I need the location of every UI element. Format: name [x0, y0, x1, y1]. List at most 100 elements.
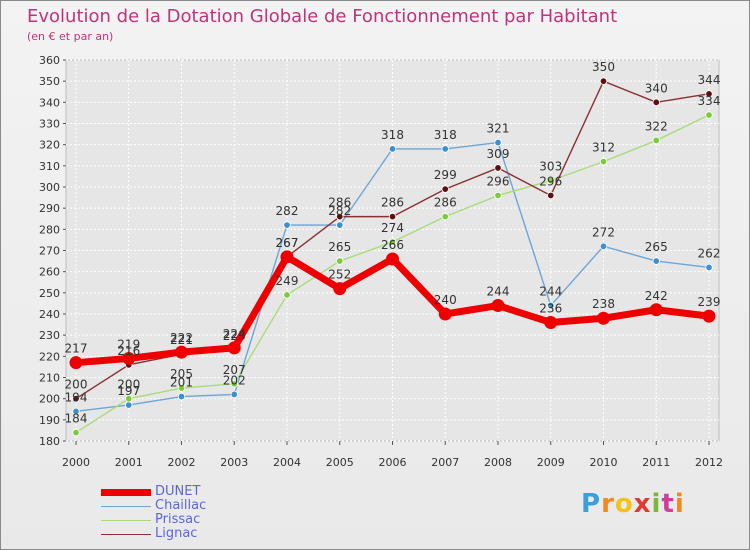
y-tick-label: 260 [39, 266, 60, 279]
data-label-dunet: 267 [276, 236, 299, 250]
data-label-dunet: 244 [487, 285, 510, 299]
brand-letter: P [581, 489, 602, 519]
brand-letter: i [674, 489, 685, 519]
data-point-chaillac [705, 263, 713, 272]
x-tick-label: 2001 [115, 456, 143, 469]
data-label-dunet: 266 [381, 238, 404, 252]
legend-label: DUNET [155, 484, 201, 499]
data-point-prissac [230, 380, 238, 388]
data-label-chaillac: 265 [645, 240, 668, 254]
data-point-prissac [547, 176, 555, 185]
data-label-chaillac: 262 [698, 246, 721, 260]
legend: DUNET Chaillac Prissac Lignac [101, 485, 301, 541]
data-point-prissac [177, 384, 186, 392]
chart-title: Evolution de la Dotation Globale de Fonc… [27, 6, 618, 27]
y-tick-label: 350 [39, 75, 60, 88]
legend-item-dunet: DUNET [101, 485, 301, 499]
x-tick-label: 2012 [695, 456, 723, 469]
data-point-chaillac [230, 390, 238, 399]
data-point-prissac [494, 191, 502, 200]
data-label-dunet: 224 [223, 327, 246, 341]
data-point-chaillac [72, 407, 80, 416]
data-point-prissac [283, 291, 291, 299]
data-label-prissac: 249 [276, 274, 299, 288]
data-point-dunet [175, 345, 188, 359]
data-label-prissac: 286 [434, 196, 457, 210]
data-label-chaillac: 201 [170, 376, 193, 390]
data-label-chaillac: 282 [328, 204, 351, 218]
data-label-lignac: 267 [276, 236, 299, 250]
data-point-dunet [491, 299, 505, 313]
data-label-lignac: 216 [117, 344, 140, 358]
data-label-dunet: 219 [117, 337, 140, 351]
data-point-chaillac [652, 257, 660, 265]
data-label-chaillac: 272 [592, 225, 615, 239]
data-label-dunet: 242 [645, 289, 668, 303]
data-point-lignac [652, 98, 660, 107]
y-tick-label: 280 [39, 223, 60, 236]
y-tick-label: 220 [39, 350, 60, 363]
x-tick-label: 2003 [220, 456, 248, 469]
data-point-lignac [72, 394, 80, 403]
legend-item-lignac: Lignac [101, 527, 301, 541]
data-label-prissac: 207 [223, 363, 246, 377]
data-point-prissac [705, 111, 713, 119]
data-label-chaillac: 244 [539, 285, 562, 299]
data-point-chaillac [125, 401, 133, 409]
x-axis: 2000 2001 2002 2003 2004 2005 2006 2007 2008 2009… [62, 441, 723, 469]
data-point-lignac [336, 212, 344, 221]
data-label-dunet: 252 [328, 268, 351, 282]
data-point-dunet [280, 250, 294, 264]
x-tick-label: 2005 [326, 456, 354, 469]
series-group [69, 77, 716, 437]
data-label-prissac: 265 [328, 240, 351, 254]
data-label-lignac: 340 [645, 81, 668, 95]
data-point-chaillac [283, 221, 291, 229]
data-point-prissac [336, 257, 344, 265]
y-tick-label: 210 [39, 372, 60, 385]
y-tick-label: 290 [39, 202, 60, 215]
data-label-lignac: 223 [223, 329, 246, 343]
proxiti-logo: Proxiti [581, 489, 685, 519]
data-label-chaillac: 282 [276, 204, 299, 218]
data-point-dunet [386, 252, 399, 266]
x-tick-label: 2008 [484, 456, 512, 469]
x-tick-label: 2004 [273, 456, 301, 469]
data-point-lignac [599, 77, 608, 85]
brand-letter: x [633, 489, 652, 519]
data-point-dunet [122, 351, 136, 365]
data-point-prissac [388, 238, 397, 246]
gridlines [66, 59, 719, 442]
y-tick-label: 340 [39, 96, 60, 109]
data-point-chaillac [599, 242, 608, 250]
y-tick-label: 330 [39, 118, 60, 131]
y-tick-label: 230 [39, 329, 60, 342]
y-tick-label: 360 [39, 54, 60, 67]
legend-label: Prissac [155, 512, 201, 527]
data-point-lignac [547, 191, 555, 200]
data-label-prissac: 274 [381, 221, 404, 235]
data-point-dunet [544, 315, 558, 329]
data-point-chaillac [547, 301, 555, 310]
data-point-chaillac [336, 221, 344, 229]
data-label-lignac: 296 [539, 174, 562, 188]
legend-label: Lignac [155, 526, 198, 541]
data-label-lignac: 221 [170, 333, 193, 347]
data-point-chaillac [388, 145, 397, 153]
x-tick-label: 2009 [537, 456, 565, 469]
data-label-chaillac: 318 [434, 128, 457, 142]
data-point-prissac [441, 212, 449, 221]
data-label-lignac: 286 [381, 196, 404, 210]
brand-letter: t [661, 489, 675, 519]
y-tick-label: 250 [39, 287, 60, 300]
data-point-chaillac [441, 145, 449, 153]
data-labels: 194 197 201 202 282 282 318 318 321 244 272 265 262 1… [65, 60, 721, 425]
y-tick-label: 270 [39, 245, 60, 258]
data-label-lignac: 286 [328, 196, 351, 210]
data-label-chaillac: 197 [117, 384, 140, 398]
data-label-lignac: 350 [592, 60, 615, 74]
data-point-chaillac [177, 392, 186, 401]
data-label-prissac: 334 [698, 94, 721, 108]
